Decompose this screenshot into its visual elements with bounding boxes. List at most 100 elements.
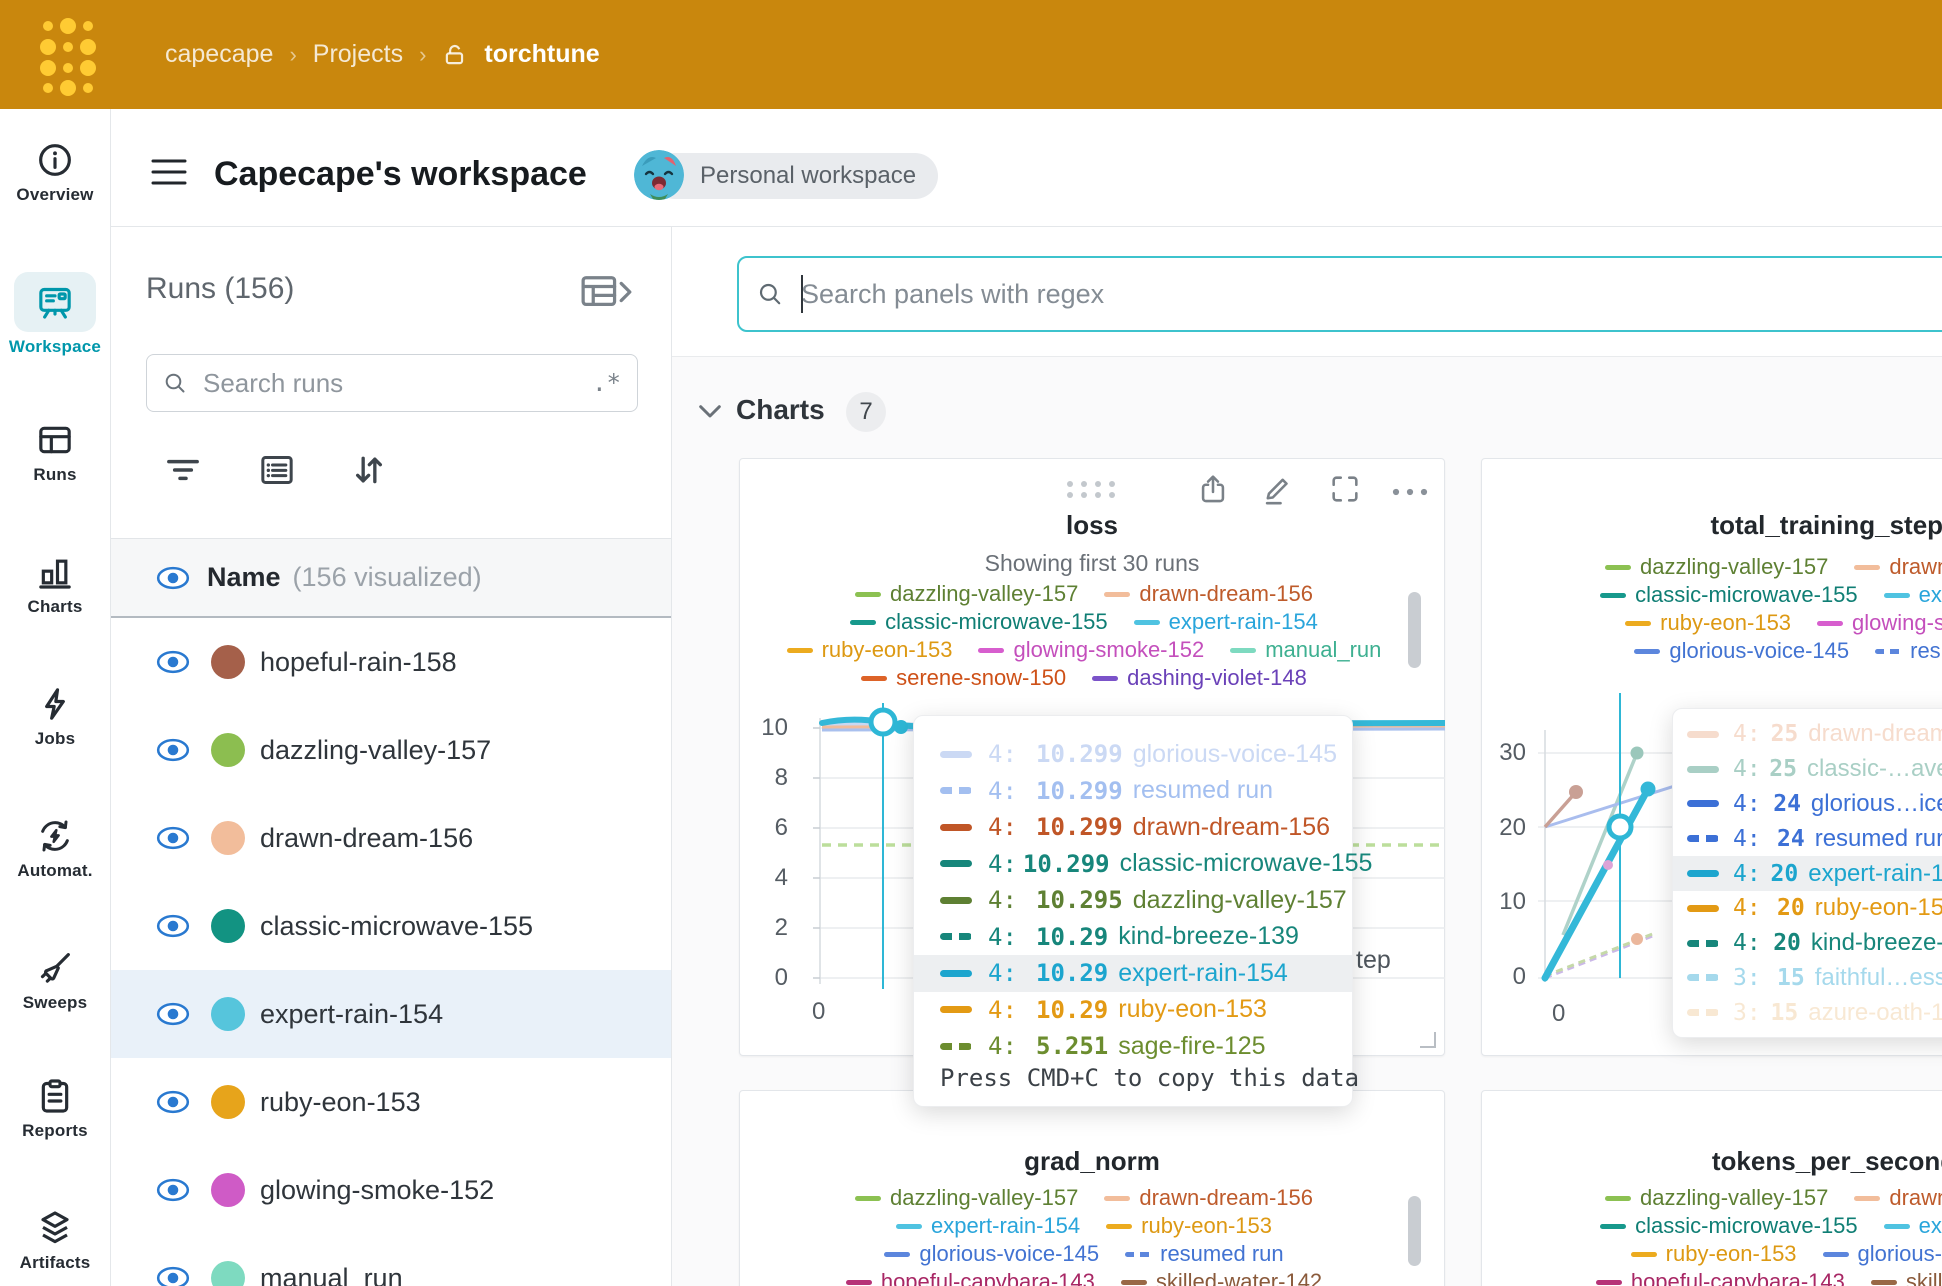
charts-section-label[interactable]: Charts — [736, 394, 825, 425]
eye-icon[interactable] — [155, 825, 191, 851]
legend-item[interactable]: drawn-dream-156 — [1854, 554, 1942, 580]
legend-item[interactable]: resumed run — [1125, 1241, 1284, 1267]
sidebar-item-workspace[interactable]: Workspace — [0, 272, 110, 357]
run-row[interactable]: expert-rain-154 — [111, 970, 671, 1058]
run-name[interactable]: expert-rain-154 — [260, 998, 444, 1029]
eye-icon[interactable] — [155, 913, 191, 939]
legend-item[interactable]: expert-rain-154 — [1133, 609, 1318, 635]
legend-item[interactable]: classic-microwave-155 — [1600, 582, 1858, 608]
run-name[interactable]: manual_run — [260, 1262, 403, 1286]
legend-item[interactable]: drawn-dream-156 — [1854, 1185, 1942, 1211]
sort-icon[interactable] — [348, 450, 390, 490]
sidebar-item-jobs[interactable]: Jobs — [0, 684, 110, 749]
legend-item[interactable]: dazzling-valley-157 — [1605, 1185, 1828, 1211]
runs-table-toggle-button[interactable] — [580, 272, 632, 312]
eye-icon[interactable] — [155, 1089, 191, 1115]
runs-list-header[interactable]: Name (156 visualized) — [111, 538, 671, 618]
chevron-down-icon[interactable] — [698, 402, 722, 422]
legend-item[interactable]: ruby-eon-153 — [786, 637, 952, 663]
legend-swatch — [1120, 1279, 1147, 1285]
legend-item[interactable]: expert-rain-154 — [895, 1213, 1080, 1239]
regex-toggle[interactable]: .* — [592, 369, 621, 397]
legend-item[interactable]: serene-snow-150 — [861, 665, 1066, 691]
run-row[interactable]: glowing-smoke-152 — [111, 1146, 671, 1234]
panel-search-input[interactable] — [799, 277, 1942, 311]
list-view-icon[interactable] — [256, 450, 298, 490]
eye-icon[interactable] — [155, 649, 191, 675]
legend-item[interactable]: hopeful-capybara-143 — [1595, 1269, 1845, 1286]
run-name[interactable]: classic-microwave-155 — [260, 910, 534, 941]
legend-item[interactable]: ruby-eon-153 — [1630, 1241, 1797, 1267]
legend-item[interactable]: dazzling-valley-157 — [1605, 554, 1828, 580]
sidebar-item-reports[interactable]: Reports — [0, 1076, 110, 1141]
legend-item[interactable]: ruby-eon-153 — [1106, 1213, 1272, 1239]
fullscreen-icon[interactable] — [1328, 472, 1362, 506]
legend-item[interactable]: hopeful-capybara-143 — [845, 1269, 1095, 1286]
panel-resize-handle[interactable] — [1420, 1032, 1436, 1048]
chart-panel-tokens-per-second[interactable] — [1481, 1090, 1942, 1286]
legend-swatch — [1092, 675, 1119, 681]
legend-scrollbar[interactable] — [1408, 592, 1421, 668]
runs-search-input[interactable] — [201, 366, 593, 400]
legend-item[interactable]: glowing-smoke-152 — [978, 637, 1204, 663]
tooltip-row: 4: 24 resumed run — [1673, 821, 1942, 856]
run-row[interactable]: manual_run — [111, 1234, 671, 1286]
legend-item[interactable]: manual_run — [1230, 637, 1381, 663]
breadcrumb-project-name[interactable]: torchtune — [484, 40, 600, 68]
run-name[interactable]: glowing-smoke-152 — [260, 1174, 495, 1205]
chart-legend-row: hopeful-capybara-143 skilled-water-142 — [739, 1268, 1429, 1286]
run-row[interactable]: drawn-dream-156 — [111, 794, 671, 882]
legend-item[interactable]: dazzling-valley-157 — [855, 1185, 1078, 1211]
info-icon — [39, 144, 71, 176]
more-options-icon[interactable] — [1390, 486, 1430, 498]
sidebar-item-overview[interactable]: Overview — [0, 140, 110, 205]
hamburger-menu-icon[interactable] — [150, 158, 188, 186]
run-row[interactable]: hopeful-rain-158 — [111, 618, 671, 706]
run-name[interactable]: dazzling-valley-157 — [260, 734, 492, 765]
wandb-logo-icon[interactable] — [36, 14, 100, 98]
legend-item[interactable]: glowing-smoke-152 — [1817, 610, 1942, 636]
eye-icon[interactable] — [155, 737, 191, 763]
legend-item[interactable]: expert-rain-154 — [1883, 1213, 1942, 1239]
workspace-type-badge[interactable]: Personal workspace — [652, 153, 939, 199]
breadcrumb-entity[interactable]: capecape — [165, 40, 274, 68]
avatar[interactable] — [634, 150, 684, 200]
run-row[interactable]: classic-microwave-155 — [111, 882, 671, 970]
legend-item[interactable]: drawn-dream-156 — [1104, 1185, 1313, 1211]
legend-item[interactable]: glorious-voice-145 — [1634, 638, 1849, 664]
legend-item[interactable]: glorious-voice-145 — [1822, 1241, 1942, 1267]
chart-panel-grad-norm[interactable] — [739, 1090, 1445, 1286]
legend-item[interactable]: ruby-eon-153 — [1625, 610, 1791, 636]
legend-item[interactable]: drawn-dream-156 — [1104, 581, 1313, 607]
runs-panel-divider[interactable] — [671, 227, 672, 1286]
eye-icon[interactable] — [155, 1265, 191, 1286]
breadcrumb-projects[interactable]: Projects — [312, 40, 404, 68]
run-row[interactable]: ruby-eon-153 — [111, 1058, 671, 1146]
legend-item[interactable]: resumed run — [1875, 638, 1942, 664]
legend-item[interactable]: expert-rain-154 — [1883, 582, 1942, 608]
run-row[interactable]: dazzling-valley-157 — [111, 706, 671, 794]
legend-item[interactable]: dazzling-valley-157 — [855, 581, 1078, 607]
run-name[interactable]: drawn-dream-156 — [260, 822, 474, 853]
eye-icon[interactable] — [155, 1177, 191, 1203]
legend-item[interactable]: classic-microwave-155 — [850, 609, 1108, 635]
sidebar-item-automations[interactable]: Automat. — [0, 816, 110, 881]
run-name[interactable]: ruby-eon-153 — [260, 1086, 421, 1117]
eye-icon[interactable] — [155, 565, 191, 591]
sidebar-item-runs[interactable]: Runs — [0, 420, 110, 485]
legend-item[interactable]: glorious-voice-145 — [884, 1241, 1099, 1267]
filter-icon[interactable] — [162, 450, 204, 490]
legend-scrollbar[interactable] — [1408, 1196, 1421, 1266]
export-icon[interactable] — [1196, 472, 1230, 506]
sidebar-item-sweeps[interactable]: Sweeps — [0, 948, 110, 1013]
run-name[interactable]: hopeful-rain-158 — [260, 646, 457, 677]
edit-pencil-icon[interactable] — [1260, 472, 1294, 506]
legend-item[interactable]: skilled-water-142 — [1120, 1269, 1322, 1286]
drag-handle-icon[interactable] — [1064, 478, 1118, 500]
legend-item[interactable]: skilled-water-142 — [1870, 1269, 1942, 1286]
eye-icon[interactable] — [155, 1001, 191, 1027]
legend-item[interactable]: classic-microwave-155 — [1600, 1213, 1858, 1239]
legend-item[interactable]: dashing-violet-148 — [1092, 665, 1307, 691]
sidebar-item-charts[interactable]: Charts — [0, 552, 110, 617]
sidebar-item-artifacts[interactable]: Artifacts — [0, 1208, 110, 1273]
